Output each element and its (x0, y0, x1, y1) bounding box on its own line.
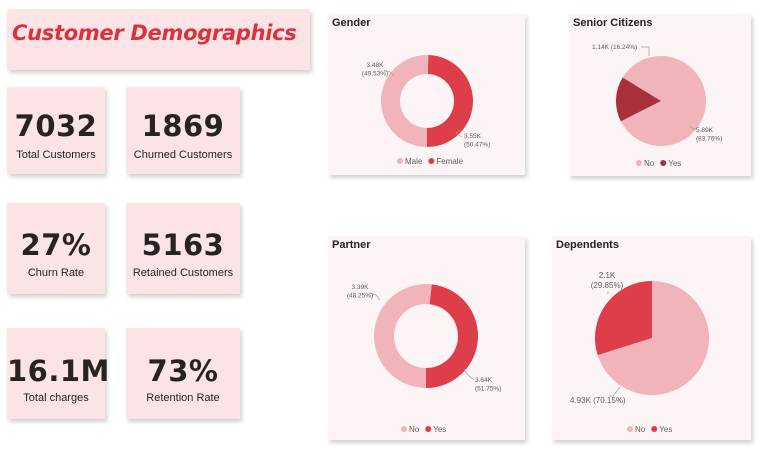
chart-title: Dependents (556, 239, 619, 251)
kpi-retention-rate: 73% Retention Rate (126, 328, 240, 419)
legend-marker (660, 160, 667, 166)
pie-slice-male (380, 55, 429, 147)
kpi-label: Retention Rate (146, 392, 220, 404)
legend-label: Female (436, 157, 463, 166)
data-label: 3.64K (475, 377, 493, 384)
data-label: (48.25%) (347, 293, 373, 300)
kpi-value: 1869 (141, 109, 225, 143)
data-label: 5.89K (696, 127, 714, 134)
data-label: (49.53%) (362, 71, 388, 78)
legend-label: Male (405, 157, 423, 166)
pie-slice-no (374, 284, 432, 388)
data-label: 1.14K (16.24%) (592, 44, 637, 51)
kpi-value: 16.1M (7, 354, 110, 388)
dependents-chart-panel: 4.93K (70.15%) 2.1K (29.85%) No Yes Dependen… (552, 236, 751, 440)
kpi-label: Total Customers (16, 149, 96, 161)
pie-slice-yes (616, 77, 661, 122)
kpi-value: 7032 (14, 109, 98, 143)
legend-marker (397, 158, 403, 164)
kpi-label: Total charges (23, 392, 89, 404)
senior-citizens-pie-chart: 5.89K (83.76%) 1.14K (16.24%) No Yes (592, 44, 722, 168)
pie-slice-no (597, 281, 709, 395)
data-label: (83.76%) (696, 136, 722, 143)
legend-label: No (635, 425, 646, 434)
data-label: (50.47%) (464, 142, 490, 149)
dashboard-title: Customer Demographics (12, 21, 297, 45)
gender-donut-chart: 3.55K (50.47%) 3.48K (49.53%) Male Female (362, 55, 490, 166)
legend-marker (425, 426, 432, 432)
legend-label: Yes (433, 425, 446, 434)
kpi-value: 5163 (141, 228, 225, 262)
kpi-label: Churned Customers (133, 149, 233, 161)
leader-line (689, 125, 696, 130)
gender-chart-panel: 3.55K (50.47%) 3.48K (49.53%) Male Female Gen… (328, 14, 525, 175)
kpi-retained-customers: 5163 Retained Customers (126, 203, 240, 294)
data-label: 3.48K (367, 62, 385, 69)
kpi-value: 27% (20, 228, 92, 262)
legend-label: No (409, 425, 420, 434)
legend-marker (651, 426, 658, 432)
kpi-churned-customers: 1869 Churned Customers (126, 87, 240, 174)
leader-line (641, 46, 650, 56)
data-label: (51.75%) (475, 386, 501, 393)
legend-marker (428, 158, 435, 164)
legend-label: Yes (668, 159, 681, 168)
legend-marker (627, 426, 633, 432)
legend-marker (401, 426, 407, 432)
data-label: 3.55K (464, 133, 482, 140)
leader-line (383, 69, 395, 77)
chart-title: Partner (332, 239, 371, 251)
dependents-pie-chart: 4.93K (70.15%) 2.1K(29.85%) No Yes (570, 271, 709, 434)
kpi-value: 73% (147, 354, 219, 388)
kpi-label: Churn Rate (27, 267, 85, 279)
data-label: 4.93K (70.15%) (570, 396, 626, 405)
leader-line (455, 129, 463, 138)
leader-line (609, 386, 621, 397)
data-label: 3.39K (352, 284, 370, 291)
leader-line (463, 368, 475, 381)
pie-slice-yes (595, 281, 652, 356)
data-label: (29.85%) (591, 281, 624, 290)
kpi-label: Retained Customers (132, 267, 234, 279)
legend-label: No (644, 159, 655, 168)
senior-citizens-chart-panel: 5.89K (83.76%) 1.14K (16.24%) No Yes Senior … (569, 14, 751, 176)
data-label: 2.1K (599, 271, 616, 280)
kpi-churn-rate: 27% Churn Rate (7, 203, 105, 294)
pie-slice-female (427, 55, 473, 147)
partner-donut-chart: 3.64K (51.75%) 3.39K (48.25%) No Yes (347, 284, 501, 434)
pie-slice-no (620, 56, 706, 146)
legend-marker (636, 160, 642, 166)
pie-slice-yes (426, 284, 479, 388)
dashboard-title-card: Customer Demographics (7, 9, 310, 70)
kpi-total-customers: 7032 Total Customers (7, 87, 105, 174)
leader-line (369, 292, 381, 301)
chart-title: Gender (332, 17, 371, 29)
kpi-total-charges: 16.1M Total charges (7, 328, 110, 419)
legend-label: Yes (659, 425, 672, 434)
partner-chart-panel: 3.64K (51.75%) 3.39K (48.25%) No Yes Partner (328, 236, 525, 440)
chart-title: Senior Citizens (573, 17, 653, 29)
